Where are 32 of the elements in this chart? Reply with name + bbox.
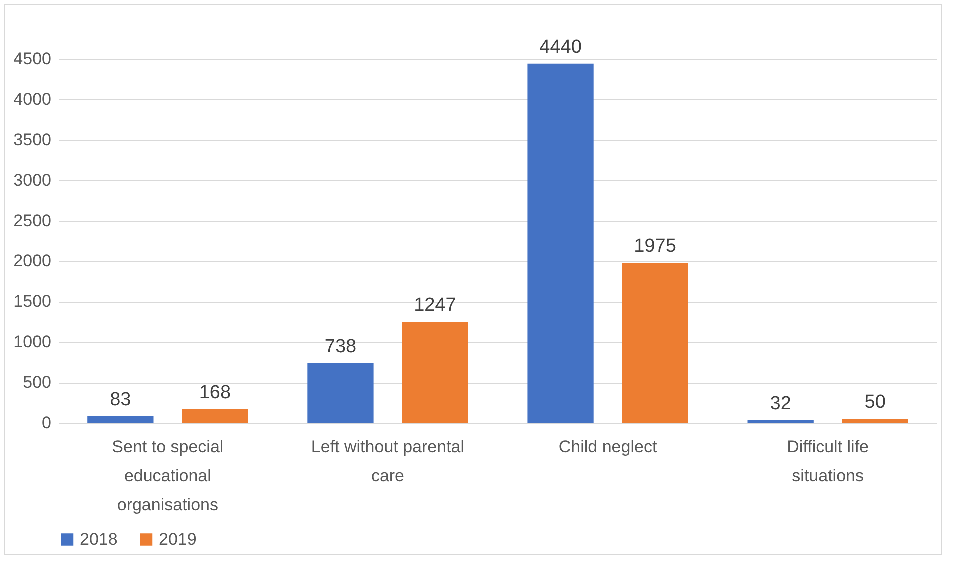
bar (748, 420, 814, 423)
data-label: 1975 (634, 236, 676, 258)
data-label: 1247 (414, 295, 456, 316)
y-tick-label: 4500 (14, 50, 52, 68)
data-label: 738 (324, 336, 357, 358)
y-tick-label: 1000 (14, 332, 52, 352)
x-tick-label: Sent to special educational organisations (112, 438, 224, 514)
data-label: 32 (770, 393, 792, 414)
y-tick-label: 2000 (14, 252, 52, 271)
bar (88, 416, 154, 423)
bar (308, 363, 374, 423)
bar (842, 418, 908, 423)
y-tick-label: 0 (42, 414, 52, 432)
data-label: 168 (199, 382, 232, 404)
y-tick-label: 500 (23, 373, 52, 392)
legend-label: 2018 (80, 530, 118, 549)
data-label: 50 (864, 392, 886, 413)
bar (402, 322, 468, 423)
y-tick-label: 1500 (14, 292, 52, 312)
legend-label: 2019 (159, 530, 197, 549)
bar (528, 64, 594, 423)
data-label: 4440 (540, 36, 582, 58)
y-tick-label: 3000 (14, 170, 52, 190)
bar (182, 409, 248, 423)
bar (622, 263, 688, 423)
x-tick-label: Child neglect (558, 438, 658, 456)
x-tick-label: Left without parental care (311, 438, 465, 486)
data-label: 83 (110, 389, 132, 410)
y-tick-label: 2500 (14, 211, 52, 230)
y-tick-label: 4000 (14, 90, 52, 109)
y-tick-label: 3500 (14, 130, 52, 150)
x-tick-label: Difficult life situations (787, 438, 870, 486)
